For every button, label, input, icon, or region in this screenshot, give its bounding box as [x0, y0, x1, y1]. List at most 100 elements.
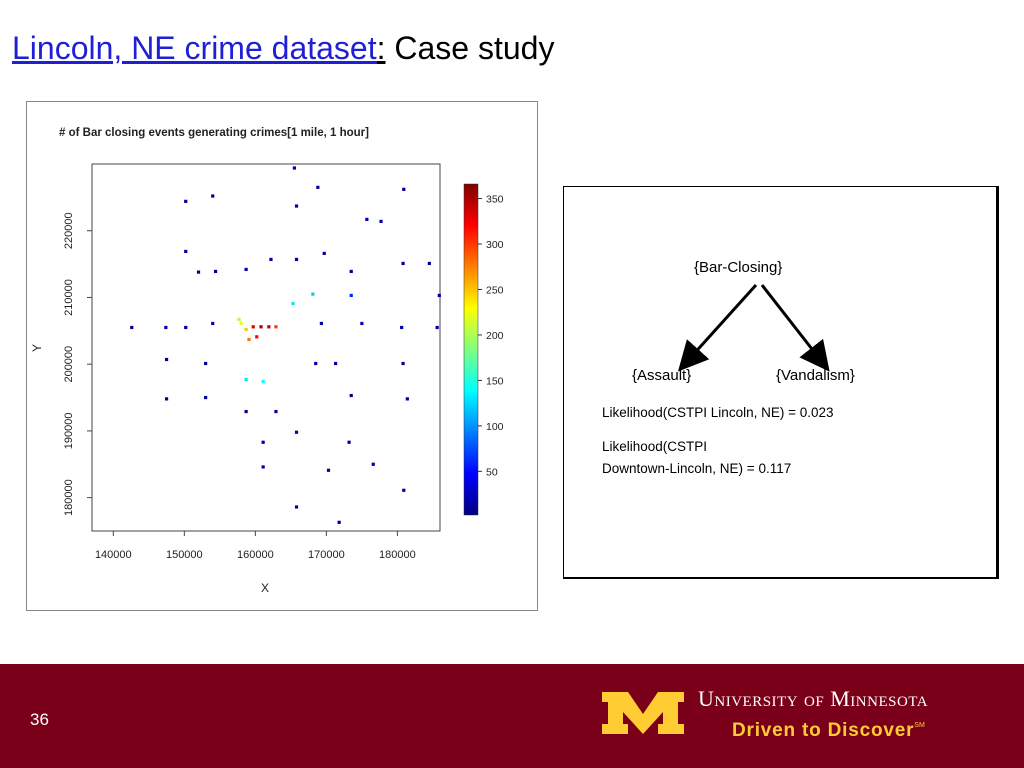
point	[322, 251, 326, 256]
point	[237, 317, 241, 322]
arrow	[760, 284, 830, 372]
figure: # of Bar closing events generating crime…	[26, 101, 538, 611]
tagline-text: Driven to Discover	[732, 720, 915, 741]
point	[244, 409, 248, 414]
chart: # of Bar closing events generating crime…	[30, 127, 504, 595]
x-tick-label: 180000	[379, 549, 416, 561]
title-rest: Case study	[394, 30, 555, 66]
y-axis-label: Y	[30, 344, 44, 352]
point	[349, 393, 353, 398]
point	[294, 505, 299, 509]
point	[164, 325, 168, 330]
point	[247, 337, 251, 342]
x-tick-label: 160000	[237, 549, 274, 561]
point	[365, 217, 369, 221]
colorbar-tick-label: 150	[486, 375, 504, 387]
point	[337, 520, 341, 524]
point	[435, 325, 439, 330]
diagram: {Bar-Closing} {Assault} {Vandalism} Like…	[563, 186, 999, 579]
point	[213, 269, 218, 274]
likelihood-text: Likelihood(CSTPI Lincoln, NE) = 0.023	[602, 405, 834, 420]
point	[292, 166, 297, 170]
point	[255, 335, 259, 339]
point	[239, 321, 243, 326]
point	[401, 361, 405, 366]
title-link[interactable]: Lincoln, NE crime dataset	[12, 30, 377, 66]
colorbar-tick-label: 250	[486, 284, 504, 296]
point	[402, 187, 406, 191]
point	[314, 361, 318, 366]
point	[294, 430, 299, 434]
point	[196, 270, 201, 274]
point	[184, 249, 188, 254]
likelihood-text: Likelihood(CSTPI	[602, 439, 708, 454]
point	[349, 293, 353, 298]
colorbar-tick-label: 100	[486, 421, 504, 433]
point	[244, 327, 248, 332]
point	[334, 361, 338, 366]
colorbar-tick-label: 300	[486, 239, 504, 251]
point	[130, 325, 134, 330]
point	[164, 397, 169, 401]
point	[360, 321, 364, 326]
point	[401, 261, 405, 266]
point	[347, 440, 351, 444]
slide-title: Lincoln, NE crime dataset: Case study	[12, 30, 554, 67]
diagram-arrows	[677, 283, 830, 372]
point	[294, 257, 299, 262]
node: {Vandalism}	[776, 367, 855, 384]
point	[349, 269, 353, 274]
point	[251, 325, 255, 329]
point	[211, 194, 215, 198]
point	[184, 199, 188, 203]
point	[316, 185, 320, 189]
point	[402, 488, 406, 492]
point	[184, 325, 188, 330]
point	[326, 468, 331, 472]
point	[244, 377, 248, 382]
point	[319, 321, 323, 326]
x-tick-label: 170000	[308, 549, 345, 561]
page-number: 36	[30, 710, 49, 729]
point	[311, 292, 315, 296]
likelihood-text: Downtown-Lincoln, NE) = 0.117	[602, 461, 792, 476]
point	[427, 261, 431, 266]
arrow	[677, 283, 758, 372]
point	[267, 325, 271, 329]
x-tick-label: 150000	[166, 549, 203, 561]
node: {Assault}	[632, 367, 692, 384]
point	[274, 325, 278, 329]
point	[261, 440, 265, 444]
point	[259, 325, 263, 329]
y-tick-label: 210000	[63, 279, 75, 316]
point	[437, 293, 441, 298]
point	[400, 325, 404, 330]
footer: 36 University of Minnesota Driven to Dis…	[0, 664, 1024, 768]
title-separator: :	[376, 30, 386, 66]
y-tick-label: 180000	[63, 479, 75, 516]
colorbar	[463, 183, 479, 516]
x-axis-label: X	[261, 581, 269, 595]
point	[405, 397, 409, 401]
x-tick-label: 140000	[95, 549, 132, 561]
point	[371, 462, 375, 466]
point	[204, 395, 208, 400]
y-tick-label: 200000	[63, 346, 75, 383]
plot-frame	[91, 163, 441, 532]
point	[274, 409, 278, 414]
tagline: Driven to DiscoverSM	[732, 720, 925, 742]
university-name: University of Minnesota	[698, 686, 929, 711]
point	[204, 361, 208, 366]
point	[261, 465, 265, 469]
point	[261, 379, 265, 384]
tagline-mark: SM	[914, 722, 925, 729]
colorbar-tick-label: 200	[486, 330, 504, 342]
point	[244, 267, 248, 272]
colorbar-tick-label: 350	[486, 194, 504, 206]
chart-title: # of Bar closing events generating crime…	[59, 127, 369, 139]
y-tick-label: 190000	[63, 413, 75, 450]
point	[164, 357, 169, 362]
node: {Bar-Closing}	[694, 259, 783, 276]
